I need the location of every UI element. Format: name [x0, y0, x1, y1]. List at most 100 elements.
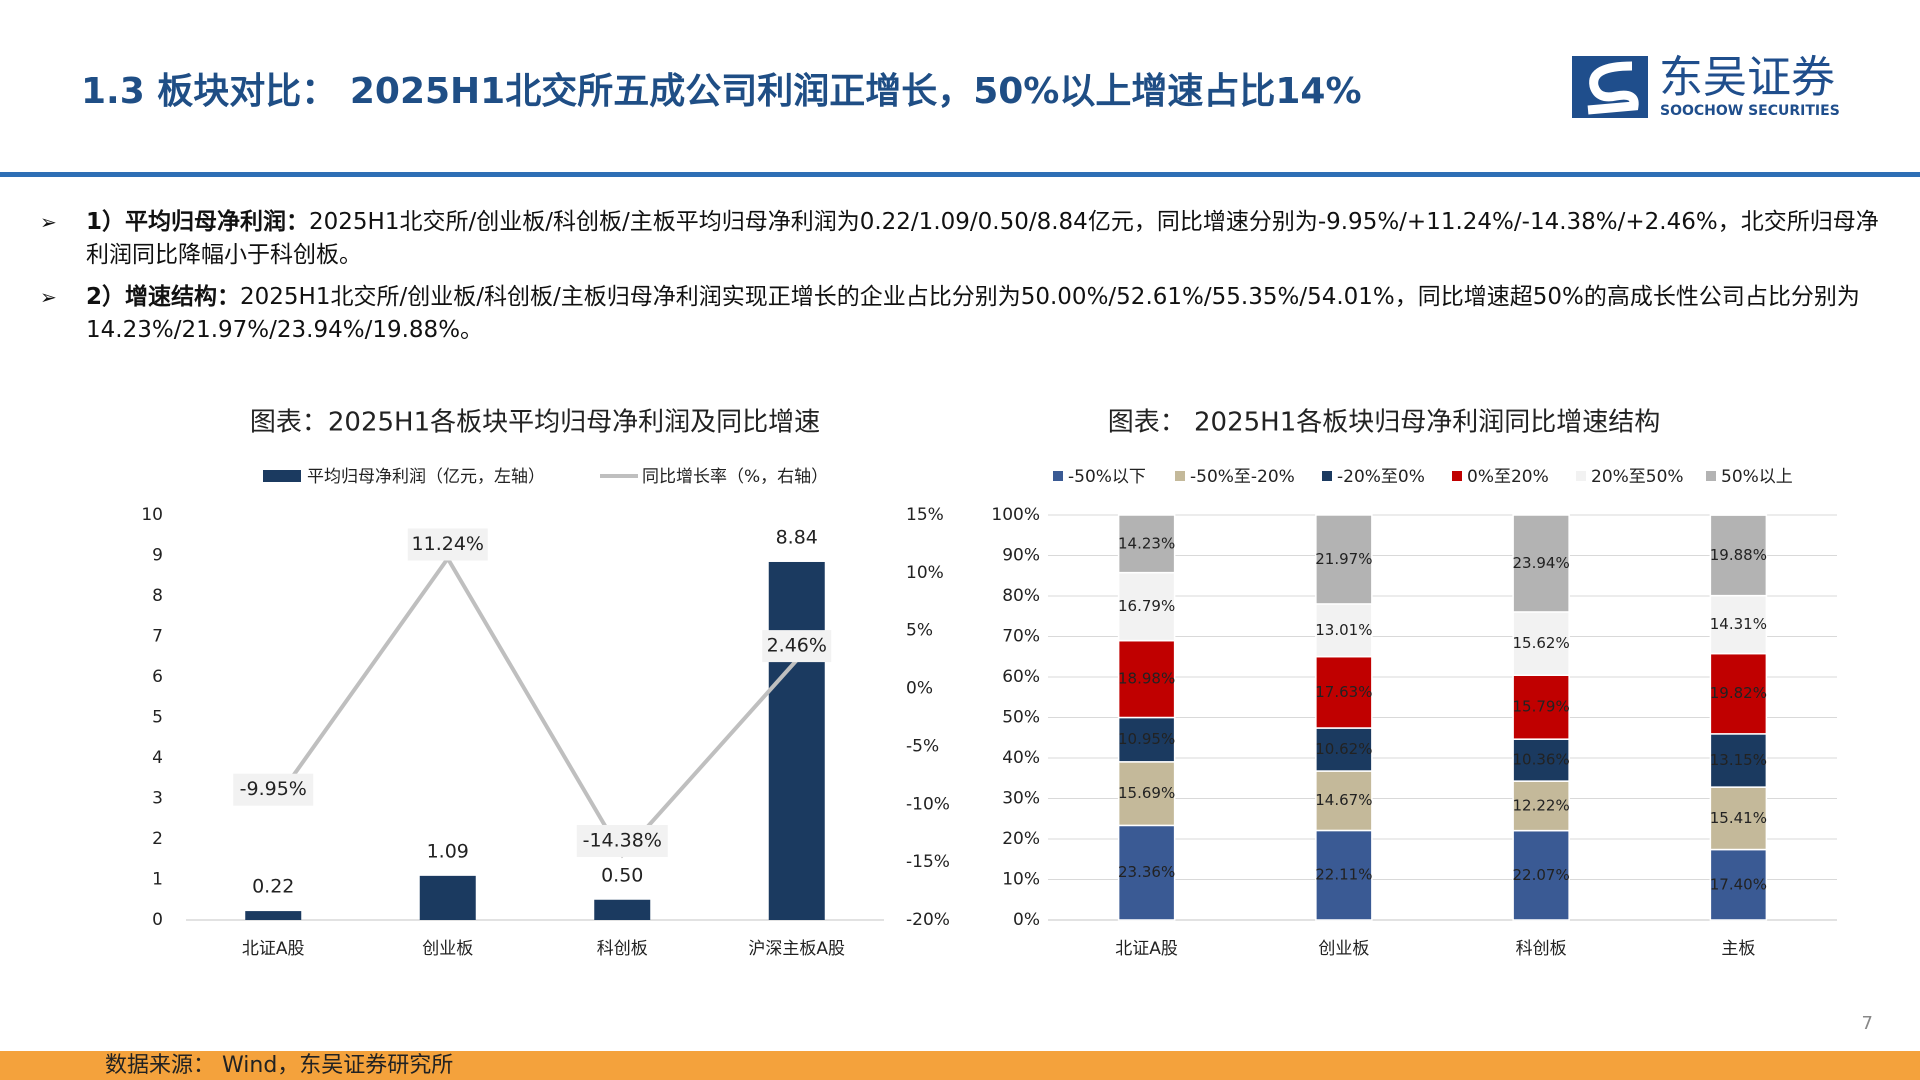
data-label: 13.15%	[1710, 751, 1767, 769]
logo: 东吴证券 SOOCHOW SECURITIES	[1572, 52, 1840, 119]
bar	[594, 899, 651, 920]
y2-tick-label: 10%	[906, 563, 944, 583]
x-tick-label: 创业板	[1318, 939, 1369, 959]
bar-segment	[1512, 780, 1570, 832]
x-tick-label: 创业板	[422, 939, 473, 959]
bar-segment	[1709, 652, 1768, 735]
bullet-lead: 1）平均归母净利润：	[86, 209, 310, 235]
data-label: 2.46%	[767, 635, 827, 657]
y-tick-label: 70%	[1002, 627, 1040, 647]
bar-segment	[1315, 514, 1373, 605]
bar-segment	[1315, 655, 1373, 729]
y-tick-label: 3	[152, 789, 163, 809]
legend-swatch	[1452, 471, 1462, 481]
logo-text: 东吴证券	[1659, 52, 1835, 103]
y-tick-label: 7	[152, 627, 163, 647]
data-label-box	[762, 630, 832, 663]
data-label: 15.69%	[1118, 784, 1175, 802]
y2-tick-label: -10%	[906, 794, 950, 814]
y-tick-label: 100%	[991, 505, 1040, 525]
data-label: 12.22%	[1513, 796, 1570, 814]
bar-segment	[1315, 727, 1373, 772]
bar	[419, 875, 476, 920]
bar-segment	[1315, 829, 1373, 921]
data-label: 21.97%	[1315, 550, 1372, 568]
x-tick-label: 北证A股	[242, 939, 305, 959]
data-label: 0.50	[601, 864, 643, 886]
y-tick-label: 30%	[1002, 789, 1040, 809]
x-tick-label: 沪深主板A股	[748, 939, 845, 959]
data-label: 19.82%	[1710, 684, 1767, 702]
legend-label: -20%至0%	[1337, 467, 1425, 487]
y2-tick-label: -15%	[906, 852, 950, 872]
data-label: 11.24%	[412, 533, 484, 555]
legend-label: 0%至20%	[1467, 467, 1549, 487]
bar-segment	[1512, 514, 1570, 613]
data-label-box	[576, 824, 668, 857]
legend-swatch	[1053, 471, 1063, 481]
y2-tick-label: -5%	[906, 736, 939, 756]
slide-title: 1.3 板块对比： 2025H1北交所五成公司利润正增长，50%以上增速占比14…	[81, 70, 1362, 112]
footer-bar	[0, 1051, 1920, 1080]
bar	[245, 911, 302, 920]
bar-segment	[1117, 639, 1176, 719]
y-tick-label: 60%	[1002, 667, 1040, 687]
logo-mark	[1587, 61, 1639, 115]
legend-label: 同比增长率（%，右轴）	[642, 467, 828, 487]
legend-swatch	[1706, 471, 1716, 481]
bar-segment	[1512, 674, 1570, 740]
bar-segment	[1709, 594, 1768, 655]
data-label: -14.38%	[583, 829, 662, 851]
data-label-box	[233, 773, 314, 806]
data-label: 15.41%	[1710, 809, 1767, 827]
bullets: 1）平均归母净利润：2025H1北交所/创业板/科创板/主板平均归母净利润为0.…	[40, 206, 1885, 356]
data-label: 14.23%	[1118, 534, 1175, 552]
y-tick-label: 90%	[1002, 546, 1040, 566]
data-label: 16.79%	[1118, 597, 1175, 615]
page-number: 7	[1862, 1013, 1873, 1034]
data-label: -9.95%	[240, 778, 307, 800]
data-label: 10.36%	[1513, 751, 1570, 769]
y-tick-label: 5	[152, 708, 163, 728]
bar-segment	[1512, 829, 1570, 921]
bar-segment	[1117, 716, 1176, 763]
legend-swatch	[263, 470, 301, 482]
y-tick-label: 8	[152, 586, 163, 606]
bar-segment	[1117, 824, 1176, 921]
y-tick-label: 2	[152, 829, 163, 849]
y-tick-label: 50%	[1002, 708, 1040, 728]
y-tick-label: 6	[152, 667, 163, 687]
y-tick-label: 4	[152, 748, 163, 768]
data-label: 15.62%	[1513, 634, 1570, 652]
y2-tick-label: 5%	[906, 621, 933, 641]
data-label: 1.09	[427, 840, 469, 862]
bar-segment	[1709, 733, 1768, 788]
bar-segment	[1315, 603, 1373, 658]
bullet-text: 2025H1北交所/创业板/科创板/主板归母净利润实现正增长的企业占比分别为50…	[86, 284, 1860, 343]
chart-title: 图表：2025H1各板块平均归母净利润及同比增速	[250, 408, 820, 438]
data-label: 15.79%	[1513, 698, 1570, 716]
y-tick-label: 1	[152, 870, 163, 890]
data-label: 23.36%	[1118, 863, 1175, 881]
legend-label: -50%以下	[1068, 467, 1146, 487]
bullet: 1）平均归母净利润：2025H1北交所/创业板/科创板/主板平均归母净利润为0.…	[40, 206, 1885, 272]
bar-segment	[1709, 514, 1768, 597]
data-label: 17.40%	[1710, 875, 1767, 893]
data-label: 10.62%	[1315, 740, 1372, 758]
y2-tick-label: -20%	[906, 910, 950, 930]
data-label: 14.67%	[1315, 791, 1372, 809]
bar-segment	[1315, 770, 1373, 832]
legend-swatch	[1322, 471, 1332, 481]
data-label: 19.88%	[1710, 546, 1767, 564]
legend-label: -50%至-20%	[1190, 467, 1295, 487]
bullet-text: 2025H1北交所/创业板/科创板/主板平均归母净利润为0.22/1.09/0.…	[86, 209, 1879, 268]
x-tick-label: 主板	[1721, 939, 1755, 959]
logo-subtext: SOOCHOW SECURITIES	[1660, 103, 1840, 119]
charts: 图表：2025H1各板块平均归母净利润及同比增速 0 1 2 3 4 5 6 7 8 9 10 北证A股…	[141, 408, 1837, 959]
footer-source: 数据来源： Wind，东吴证券研究所	[105, 1053, 453, 1078]
legend-label: 50%以上	[1721, 467, 1793, 487]
y-tick-label: 0%	[1013, 910, 1040, 930]
y-tick-label: 0	[152, 910, 163, 930]
